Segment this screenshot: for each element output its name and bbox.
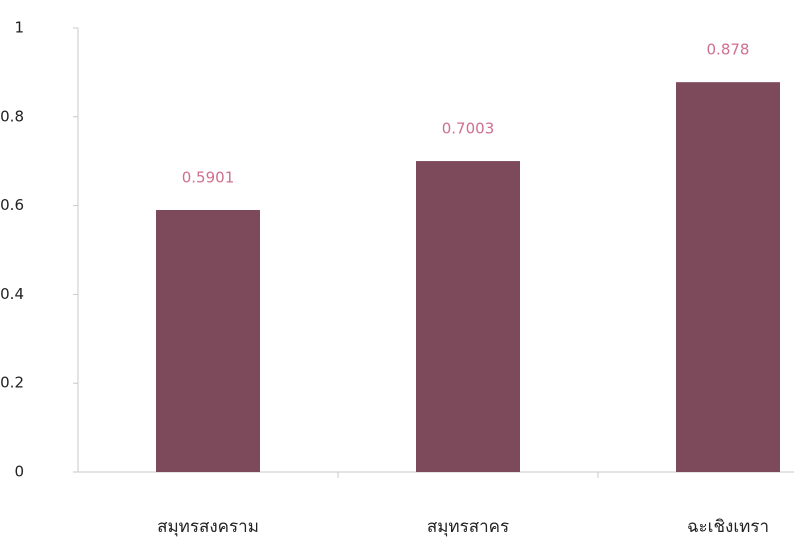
- y-tick-label: 0.4: [0, 285, 24, 303]
- y-tick-label: 0.6: [0, 196, 24, 214]
- bar: [676, 82, 780, 472]
- y-tick-label: 1: [14, 19, 24, 37]
- x-tick-label: สมุทรสาคร: [427, 517, 509, 537]
- y-tick-label: 0: [14, 463, 24, 481]
- value-label: 0.878: [707, 41, 750, 59]
- value-label: 0.5901: [182, 168, 235, 186]
- bar: [156, 209, 260, 472]
- value-label: 0.7003: [442, 120, 495, 138]
- bar: [416, 161, 520, 472]
- y-tick-label: 0.2: [0, 374, 24, 392]
- y-tick-label: 0.8: [0, 107, 24, 125]
- x-tick-label: ฉะเชิงเทรา: [687, 517, 769, 537]
- x-tick-label: สมุทรสงคราม: [157, 517, 259, 537]
